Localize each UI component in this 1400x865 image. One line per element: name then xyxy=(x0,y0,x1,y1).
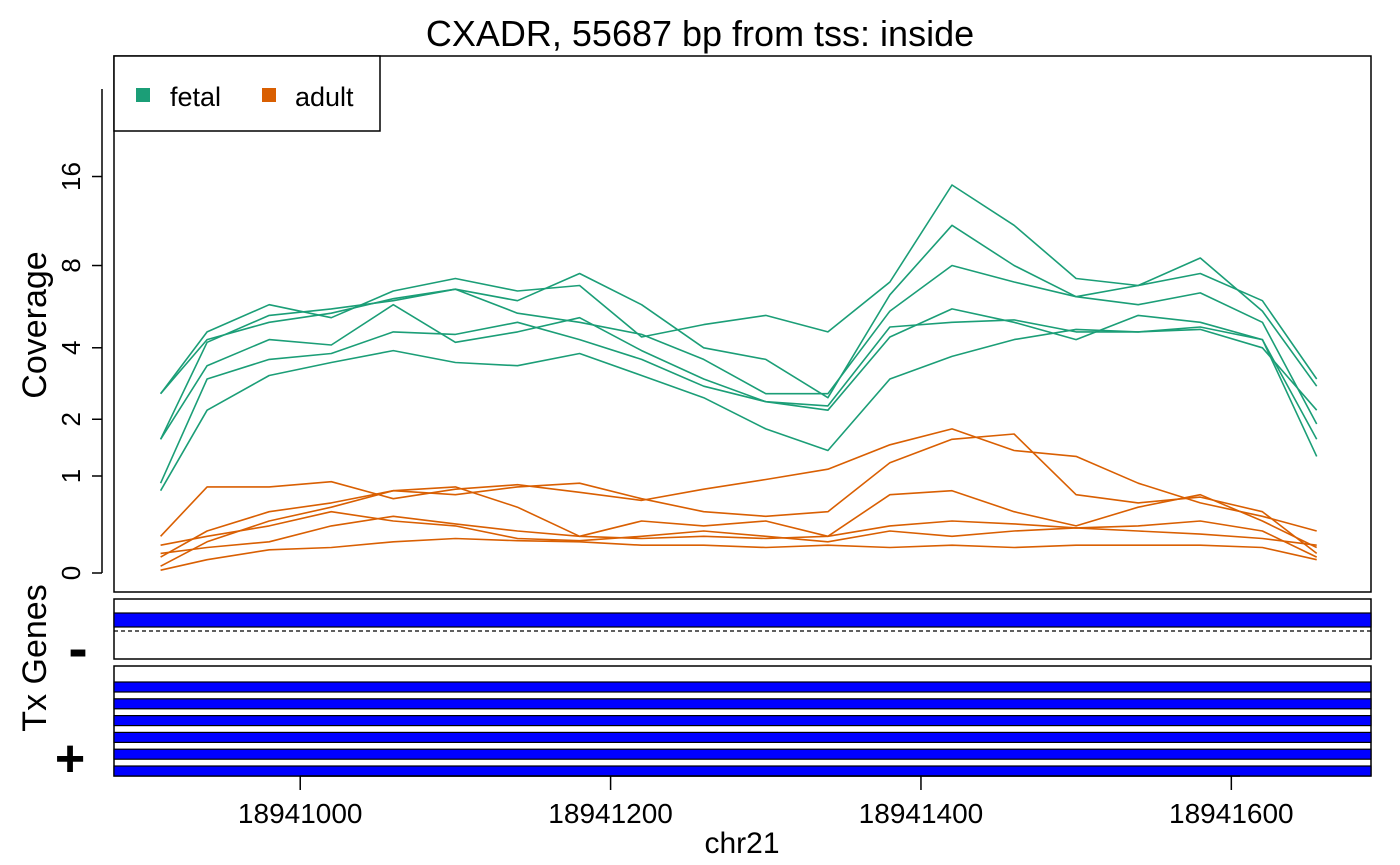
plus-exon-track xyxy=(113,731,1372,744)
plus-exon-track xyxy=(113,765,1372,777)
legend-swatch-fetal xyxy=(136,88,150,102)
y-tick-label: 8 xyxy=(56,258,86,272)
series-line-adult-10 xyxy=(160,486,1318,567)
y-tick-label: 4 xyxy=(56,341,86,355)
y-tick-label: 0 xyxy=(56,566,86,580)
plus-exon-track xyxy=(113,698,1372,710)
x-tick-label: 18941200 xyxy=(548,798,673,829)
series-line-fetal-2 xyxy=(159,224,1318,440)
series-line-fetal-6 xyxy=(159,319,1318,484)
series-line-adult-7 xyxy=(160,510,1317,546)
x-tick-label: 18941600 xyxy=(1169,798,1294,829)
series-line-fetal-5 xyxy=(159,326,1318,492)
series-line-adult-11 xyxy=(160,515,1318,558)
x-tick-label: 18941400 xyxy=(859,798,984,829)
y-axis: 0 1 2 4 8 16 xyxy=(56,89,103,580)
series-line-fetal-1 xyxy=(159,184,1318,395)
minus-strand-label: - xyxy=(68,616,87,681)
plus-exon-track xyxy=(113,748,1372,760)
y-tick-label: 2 xyxy=(56,412,86,426)
coverage-panel: 0 1 2 4 8 16 Coverage fetal adult xyxy=(16,55,1372,593)
legend-label-adult: adult xyxy=(295,82,354,112)
genes-panel: Tx Genes - + 18941000 18941200 18941400 189… xyxy=(16,584,1372,860)
series-line-adult-12 xyxy=(160,537,1317,571)
legend-box xyxy=(113,55,381,132)
minus-strand-tracks xyxy=(113,612,1372,628)
minus-exon-track xyxy=(113,612,1372,628)
coverage-lines xyxy=(159,184,1318,571)
x-tick-label: 18941000 xyxy=(238,798,363,829)
series-line-adult-9 xyxy=(160,433,1318,558)
y-tick-label: 1 xyxy=(56,469,86,483)
x-axis: 18941000 18941200 18941400 18941600 xyxy=(238,775,1294,829)
coverage-plot-frame xyxy=(113,55,1372,593)
genes-y-label: Tx Genes xyxy=(16,584,54,731)
y-axis-label: Coverage xyxy=(16,251,54,398)
plus-exon-track xyxy=(113,714,1372,727)
series-line-fetal-4 xyxy=(159,303,1318,440)
series-line-fetal-3 xyxy=(159,264,1318,425)
legend-swatch-adult xyxy=(262,88,276,102)
series-line-adult-8 xyxy=(160,428,1317,537)
x-axis-label: chr21 xyxy=(704,827,779,860)
chart-title: CXADR, 55687 bp from tss: inside xyxy=(426,13,974,54)
plus-exon-track xyxy=(113,681,1372,693)
legend-label-fetal: fetal xyxy=(170,82,221,112)
plus-strand-tracks xyxy=(113,681,1372,777)
y-tick-label: 16 xyxy=(56,162,86,191)
plus-strand-label: + xyxy=(55,730,85,788)
genes-minus-frame xyxy=(113,598,1372,660)
legend: fetal adult xyxy=(113,55,381,132)
